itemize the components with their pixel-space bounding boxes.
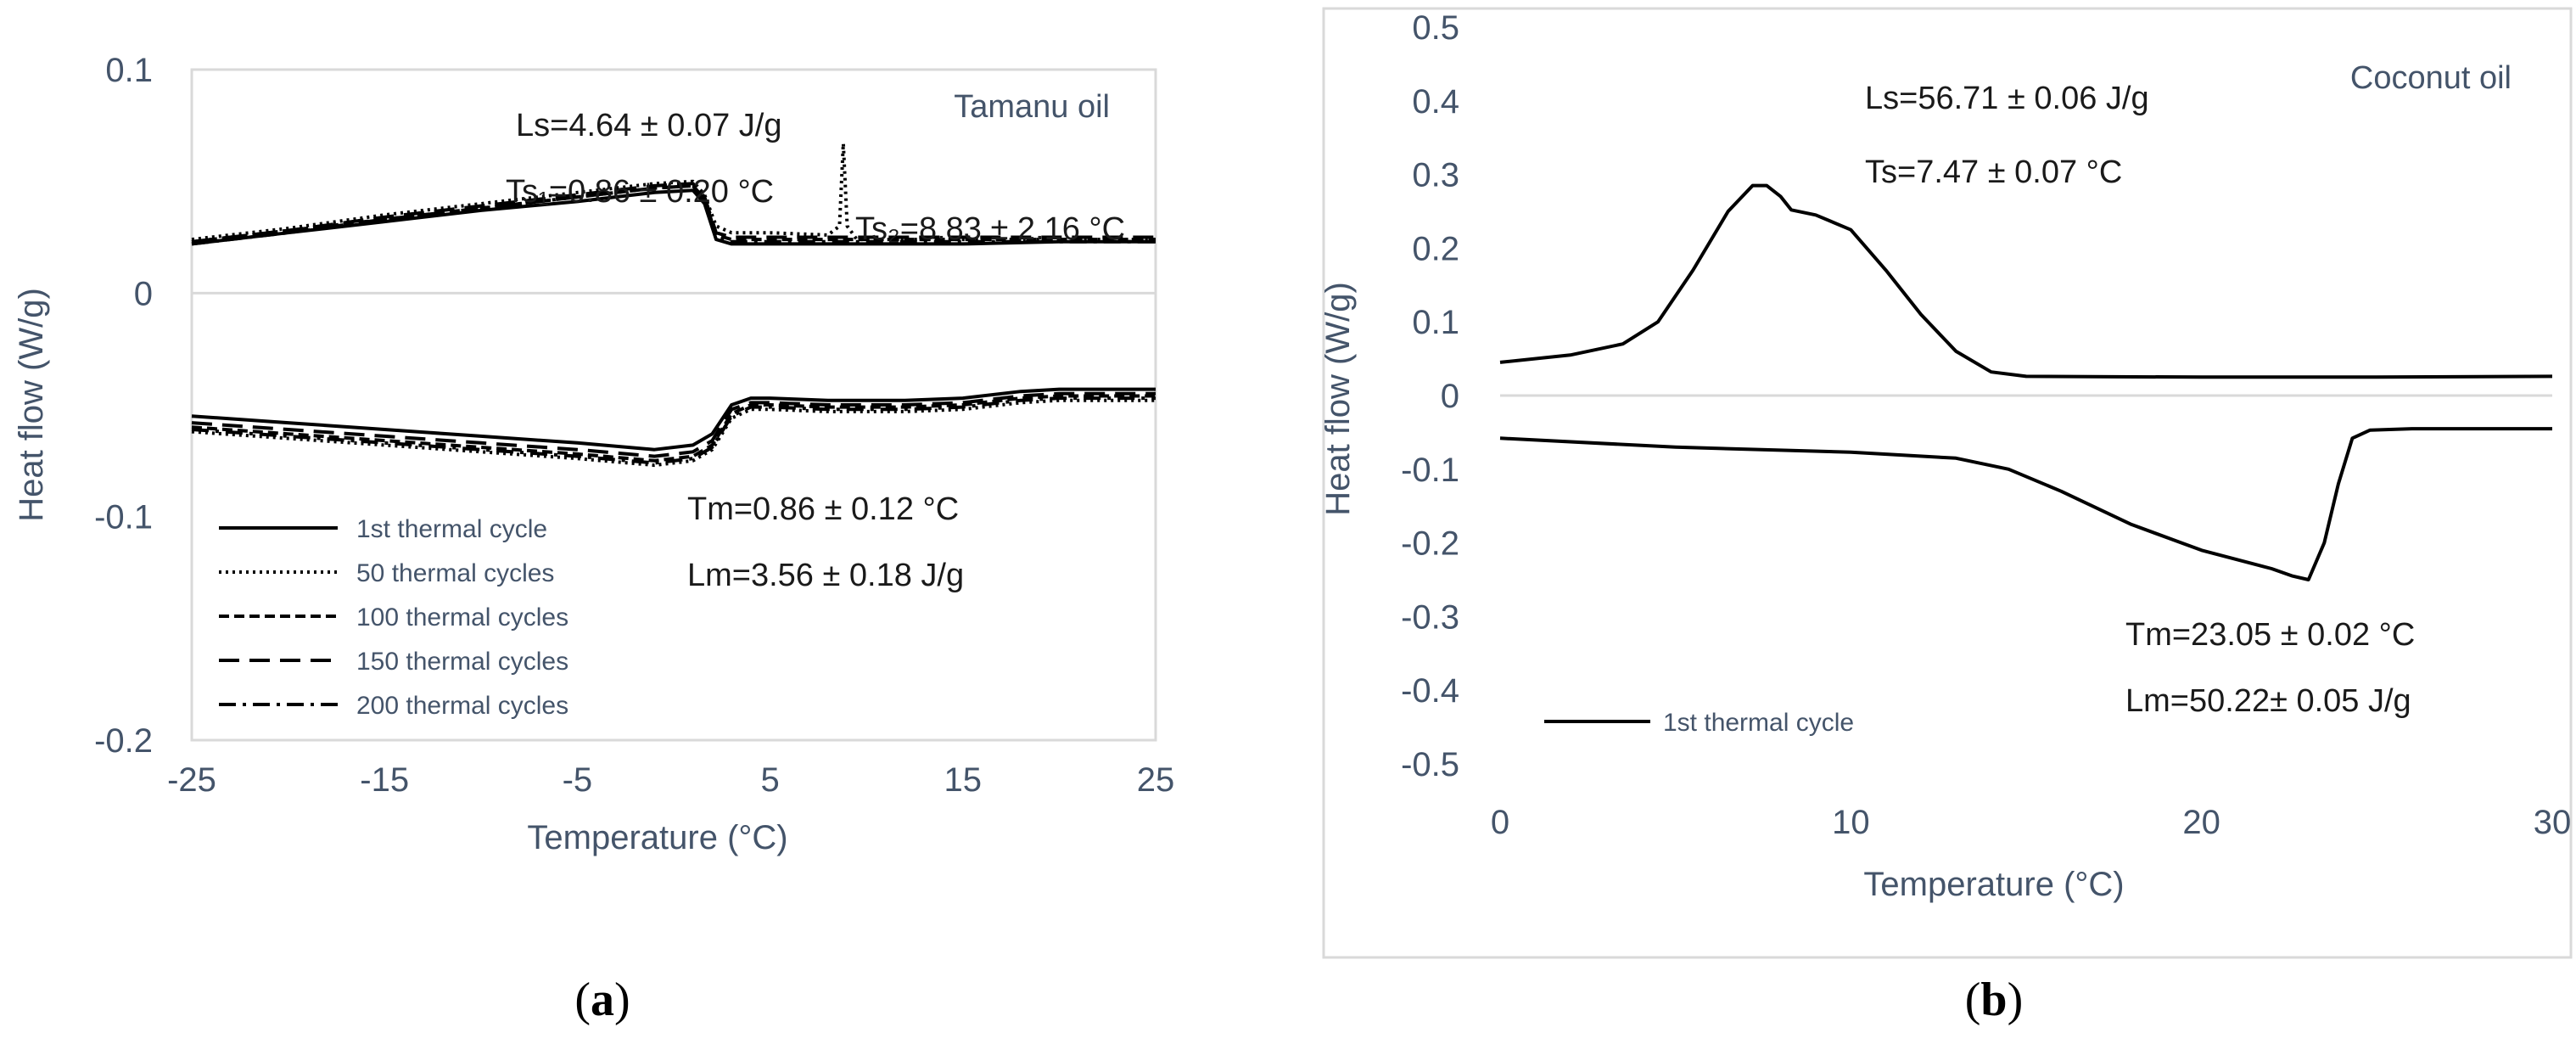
series-line-5-solidification [191,183,1156,246]
y-tick-label: -0.3 [1401,598,1459,636]
y-tick-label: 0 [1441,378,1459,415]
chart-a-y-tick-labels: 0.1 0 -0.1 -0.2 [94,52,153,760]
chart-b-x-tick-labels: 0 10 20 30 [1491,804,2571,841]
legend-a-label-4: 150 thermal cycles [356,648,568,676]
series-line-3-solidification [191,183,1156,244]
annotation-ts2: Ts₂=8.83 ± 2.16 °C [855,211,1125,247]
chart-a-x-axis-title: Temperature (°C) [527,819,787,856]
chart-b-y-tick-labels: 0.5 0.4 0.3 0.2 0.1 0 -0.1 -0.2 -0.3 -0.4 -0.5 [1401,9,1459,783]
x-tick-label: 0 [1491,804,1509,841]
annotation-lm-b: Lm=50.22± 0.05 J/g [2125,683,2411,719]
annotation-tm: Tm=0.86 ± 0.12 °C [687,491,959,527]
y-tick-label: 0.4 [1412,83,1459,121]
y-tick-label: -0.2 [94,722,153,760]
panel-b-label: (b) [1965,974,2023,1026]
chart-b-frame [1322,7,2573,959]
legend-b-label-1: 1st thermal cycle [1663,709,1854,737]
series-line-5-melting [191,396,1156,465]
chart-a-x-tick-labels: -25 -15 -5 5 15 25 [167,761,1174,799]
panel-b-coconut-chart: 0 10 20 30 0.5 0.4 0.3 0.2 0.1 0 -0.1 -0.2 -0.3 -0.4… [1319,7,2573,1026]
chart-a-y-axis-title: Heat flow (W/g) [13,288,50,522]
x-tick-label: 5 [760,761,779,799]
chart-a-series-lines [191,141,1156,468]
y-tick-label: 0.3 [1412,157,1459,194]
legend-a-label-1: 1st thermal cycle [356,515,547,543]
y-tick-label: 0.5 [1412,9,1459,47]
x-tick-label: 30 [2534,804,2572,841]
annotation-ls: Ls=4.64 ± 0.07 J/g [516,108,781,143]
series-line-1-melting [191,387,1156,452]
chart-b-x-axis-title: Temperature (°C) [1863,866,2124,903]
series-line-4-solidification [191,182,1156,244]
x-tick-label: -25 [167,761,216,799]
chart-b-series-lines [1499,183,2553,581]
x-tick-label: 15 [944,761,983,799]
annotation-ts1: Ts₁=0.86 ± 0.20 °C [506,174,774,210]
panel-a-tamanu-chart: -25 -15 -5 5 15 25 0.1 0 -0.1 -0.2 Heat flow (W/… [13,52,1174,1026]
legend-a-label-5: 200 thermal cycles [356,692,568,720]
annotation-ls-b: Ls=56.71 ± 0.06 J/g [1865,81,2149,116]
series-line-1-solidification [191,188,1156,246]
y-tick-label: 0 [134,275,153,312]
legend-a-label-2: 50 thermal cycles [356,559,554,587]
chart-a-legend: 1st thermal cycle 50 thermal cycles 100 … [219,515,568,720]
y-tick-label: -0.1 [1401,452,1459,489]
series-line-2-melting [191,398,1156,468]
x-tick-label: -5 [563,761,593,799]
y-tick-label: 0.1 [105,52,153,89]
annotation-ts-b: Ts=7.47 ± 0.07 °C [1865,154,2122,190]
y-tick-label: 0.2 [1412,230,1459,267]
y-tick-label: -0.4 [1401,672,1459,710]
y-tick-label: -0.1 [94,499,153,536]
x-tick-label: -15 [360,761,409,799]
series-line-1-solidification [1499,183,2553,379]
series-line-3-melting [191,394,1156,463]
x-tick-label: 20 [2182,804,2220,841]
chart-b-label: Coconut oil [2350,60,2512,96]
series-line-2-solidification [191,141,1156,242]
x-tick-label: 25 [1137,761,1175,799]
series-line-4-melting [191,391,1156,458]
series-line-1-melting [1499,427,2552,581]
chart-a-label: Tamanu oil [954,89,1110,125]
y-tick-label: 0.1 [1412,304,1459,341]
x-tick-label: 10 [1832,804,1870,841]
chart-a-frame [190,68,1157,742]
y-tick-label: -0.5 [1401,746,1459,783]
annotation-lm: Lm=3.56 ± 0.18 J/g [687,558,964,593]
y-tick-label: -0.2 [1401,525,1459,563]
panel-a-label: (a) [574,974,630,1026]
annotation-tm-b: Tm=23.05 ± 0.02 °C [2125,617,2415,653]
legend-a-label-3: 100 thermal cycles [356,603,568,631]
chart-b-legend: 1st thermal cycle [1544,709,1854,737]
chart-b-y-axis-title: Heat flow (W/g) [1319,282,1357,516]
